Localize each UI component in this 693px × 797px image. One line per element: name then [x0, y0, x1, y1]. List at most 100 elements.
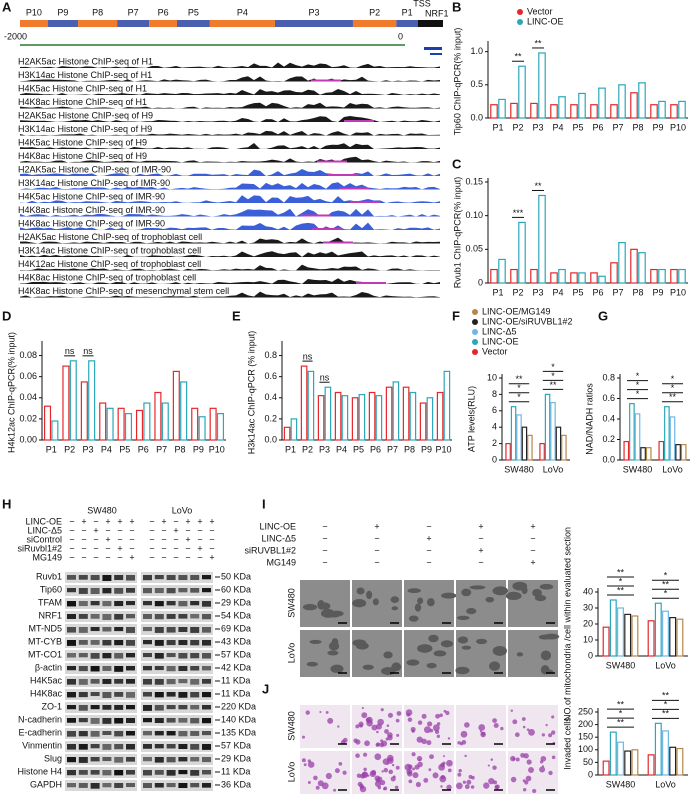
legend-label: LINC-OE: [482, 336, 519, 346]
band: [166, 718, 176, 723]
blot-strip: [141, 611, 213, 622]
bar: [618, 84, 626, 119]
bar: [191, 407, 199, 441]
x-tick-label: P5: [119, 444, 130, 454]
promoter-segment: [47, 20, 79, 27]
lane-mark: +: [117, 516, 122, 526]
cell: [386, 724, 390, 727]
cell: [512, 719, 518, 725]
organelle: [534, 595, 547, 602]
blot-strip: [141, 598, 213, 609]
cell: [390, 776, 396, 782]
band: [202, 679, 211, 684]
cell: [417, 720, 423, 725]
lane-mark: −: [161, 552, 166, 562]
band: [114, 640, 124, 646]
significance: **: [669, 392, 677, 402]
bar: [198, 416, 206, 441]
bar: [645, 447, 652, 461]
band: [154, 575, 164, 580]
cell: [541, 765, 545, 768]
promoter-segment: [20, 20, 48, 27]
bar: [578, 272, 586, 284]
cell: [457, 741, 461, 745]
axis: [487, 178, 688, 284]
significance: **: [662, 691, 670, 701]
lane-mark: −: [161, 543, 166, 553]
band: [78, 692, 88, 698]
bar: [209, 407, 217, 441]
cell: [488, 777, 495, 785]
cell: [364, 740, 370, 747]
band: [78, 640, 88, 645]
x-tick-label: P5: [572, 287, 583, 297]
band: [154, 770, 164, 775]
band: [90, 744, 100, 749]
lane-mark: −: [69, 534, 74, 544]
organelle: [455, 666, 470, 675]
cell: [408, 779, 413, 784]
band: [190, 653, 200, 659]
blot-strip: [141, 754, 213, 765]
cell: [525, 775, 532, 782]
band: [202, 588, 211, 593]
protein-label: MT-CYB: [28, 636, 62, 646]
bar: [498, 98, 506, 119]
bar: [598, 275, 606, 284]
organelle: [441, 592, 457, 599]
cell: [492, 765, 497, 770]
organelle: [362, 664, 374, 670]
band: [190, 783, 200, 788]
significance: ns: [320, 373, 330, 383]
bar: [510, 406, 517, 461]
track-signal: [20, 182, 440, 190]
band: [90, 783, 100, 789]
significance: **: [662, 580, 670, 590]
x-tick-label: P10: [209, 444, 225, 454]
cell: [521, 717, 526, 721]
cell: [405, 709, 413, 716]
lane-mark: −: [129, 534, 134, 544]
track-label: H4K5ac Histone ChIP-seq of IMR-90: [18, 191, 165, 201]
band: [78, 744, 88, 750]
condition-mark: +: [530, 557, 535, 567]
blot-strip: [65, 611, 137, 622]
x-tick-label: P7: [156, 444, 167, 454]
cell: [426, 740, 432, 746]
cell: [490, 758, 494, 761]
blot-strip: [65, 637, 137, 648]
lane-mark: −: [81, 543, 86, 553]
bar: [307, 370, 315, 441]
lane-mark: +: [197, 516, 202, 526]
band: [78, 731, 88, 737]
organelle: [391, 606, 399, 611]
band: [166, 731, 176, 736]
y-tick-label: 0.05: [465, 244, 483, 254]
band: [178, 640, 188, 646]
x-tick-label: P3: [532, 287, 543, 297]
condition-mark: −: [478, 557, 483, 567]
band: [78, 705, 88, 711]
band: [114, 770, 124, 776]
bar: [530, 268, 538, 284]
cell: [305, 710, 310, 715]
cell: [355, 724, 360, 729]
protein-label: GAPDH: [30, 779, 62, 789]
cell: [523, 753, 529, 759]
y-tick-label: 0.6: [264, 371, 277, 381]
promoter-segment: [149, 20, 177, 27]
cell: [432, 772, 439, 779]
band: [178, 692, 188, 698]
cell: [524, 780, 529, 785]
condition-label: LINC-OE: [259, 521, 296, 531]
band: [102, 601, 112, 607]
band: [67, 731, 76, 737]
cell: [342, 737, 348, 743]
gene-model: [424, 47, 442, 50]
band: [90, 627, 100, 632]
lane-mark: −: [197, 525, 202, 535]
bar: [658, 268, 666, 284]
legend-label: Vector: [482, 346, 508, 356]
y-tick-label: 0.6: [602, 393, 615, 403]
cell: [355, 739, 361, 745]
